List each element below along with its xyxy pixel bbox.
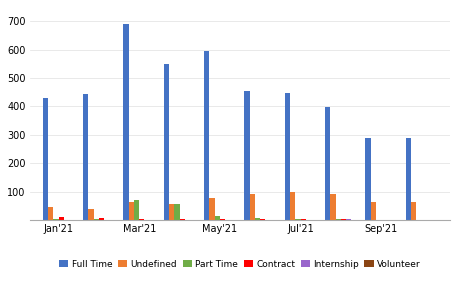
Bar	[346, 219, 351, 220]
Bar	[341, 219, 346, 220]
Bar	[43, 98, 48, 220]
Bar	[169, 204, 174, 220]
Bar	[285, 93, 290, 220]
Bar	[220, 219, 225, 220]
Bar	[180, 219, 185, 220]
Bar	[164, 64, 169, 220]
Bar	[260, 219, 266, 220]
Legend: Full Time, Undefined, Part Time, Contract, Internship, Volunteer: Full Time, Undefined, Part Time, Contrac…	[56, 256, 425, 273]
Bar	[295, 219, 301, 220]
Bar	[129, 202, 134, 220]
Bar	[209, 198, 215, 220]
Bar	[48, 207, 53, 220]
Bar	[255, 218, 260, 220]
Bar	[330, 194, 335, 220]
Bar	[325, 107, 330, 220]
Bar	[204, 51, 209, 220]
Bar	[250, 193, 255, 220]
Bar	[406, 138, 411, 220]
Bar	[411, 202, 416, 220]
Bar	[371, 202, 376, 220]
Bar	[53, 219, 59, 220]
Bar	[123, 24, 129, 220]
Bar	[59, 217, 64, 220]
Bar	[139, 219, 145, 220]
Bar	[335, 219, 341, 220]
Bar	[365, 138, 371, 220]
Bar	[88, 209, 94, 220]
Bar	[244, 91, 250, 220]
Bar	[94, 219, 99, 220]
Bar	[290, 191, 295, 220]
Bar	[83, 94, 88, 220]
Bar	[215, 216, 220, 220]
Bar	[174, 204, 180, 220]
Bar	[134, 200, 139, 220]
Bar	[99, 218, 104, 220]
Bar	[301, 219, 306, 220]
